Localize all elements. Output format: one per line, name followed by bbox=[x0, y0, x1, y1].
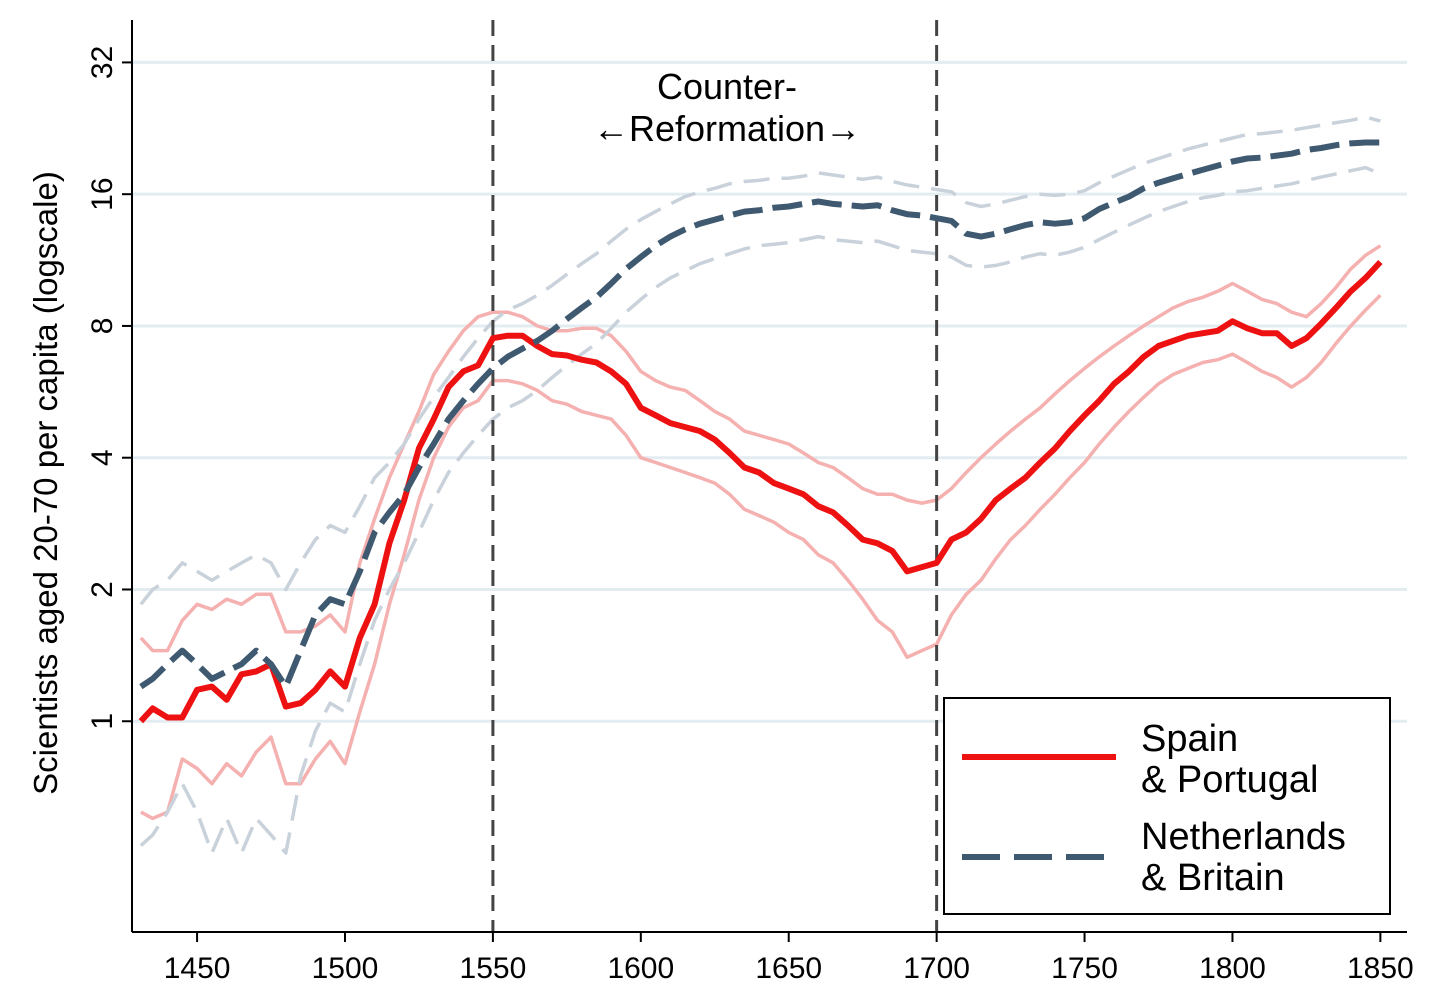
x-tick-label-1450: 1450 bbox=[164, 952, 231, 985]
y-tick-label-32: 32 bbox=[86, 46, 119, 79]
y-tick-label-16: 16 bbox=[86, 177, 119, 210]
y-tick-label-4: 4 bbox=[86, 449, 119, 466]
legend: Spain & Portugal Netherlands & Britain bbox=[943, 697, 1391, 915]
y-axis-label: Scientists aged 20-70 per capita (logsca… bbox=[27, 171, 64, 795]
y-tick-label-1: 1 bbox=[86, 713, 119, 730]
x-tick-label-1850: 1850 bbox=[1347, 952, 1414, 985]
legend-label-spain-line1: Spain bbox=[1141, 718, 1238, 760]
legend-label-spain-line2: & Portugal bbox=[1141, 759, 1318, 801]
x-tick-label-1750: 1750 bbox=[1051, 952, 1118, 985]
gridlines bbox=[132, 60, 1407, 723]
axes: 1450 1500 1550 1600 1650 1700 1750 1800 1850 1 2 4 8… bbox=[86, 20, 1414, 985]
legend-label-netherlands-line2: & Britain bbox=[1141, 857, 1285, 899]
legend-label-netherlands-line1: Netherlands bbox=[1141, 816, 1346, 858]
x-tick-label-1600: 1600 bbox=[607, 952, 674, 985]
x-tick-label-1650: 1650 bbox=[755, 952, 822, 985]
series-lines bbox=[138, 139, 1383, 724]
annotation-line1: Counter- bbox=[657, 66, 797, 107]
reference-lines bbox=[491, 20, 939, 932]
ci-lower-spain bbox=[140, 294, 1382, 821]
y-tick-label-2: 2 bbox=[86, 581, 119, 598]
x-tick-label-1800: 1800 bbox=[1199, 952, 1266, 985]
y-tick-label-8: 8 bbox=[86, 318, 119, 335]
legend-box bbox=[943, 697, 1391, 915]
ci-upper-spain bbox=[139, 244, 1382, 653]
ci-lower-netherlands bbox=[139, 165, 1382, 855]
series-line-spain-portugal bbox=[138, 259, 1383, 724]
ci-upper-netherlands bbox=[139, 115, 1381, 606]
confidence-bands bbox=[139, 115, 1382, 855]
x-tick-label-1550: 1550 bbox=[460, 952, 527, 985]
series-line-netherlands-britain bbox=[139, 139, 1381, 690]
annotation-line2: ←Reformation→ bbox=[593, 108, 861, 149]
x-tick-label-1500: 1500 bbox=[312, 952, 379, 985]
x-tick-label-1700: 1700 bbox=[903, 952, 970, 985]
